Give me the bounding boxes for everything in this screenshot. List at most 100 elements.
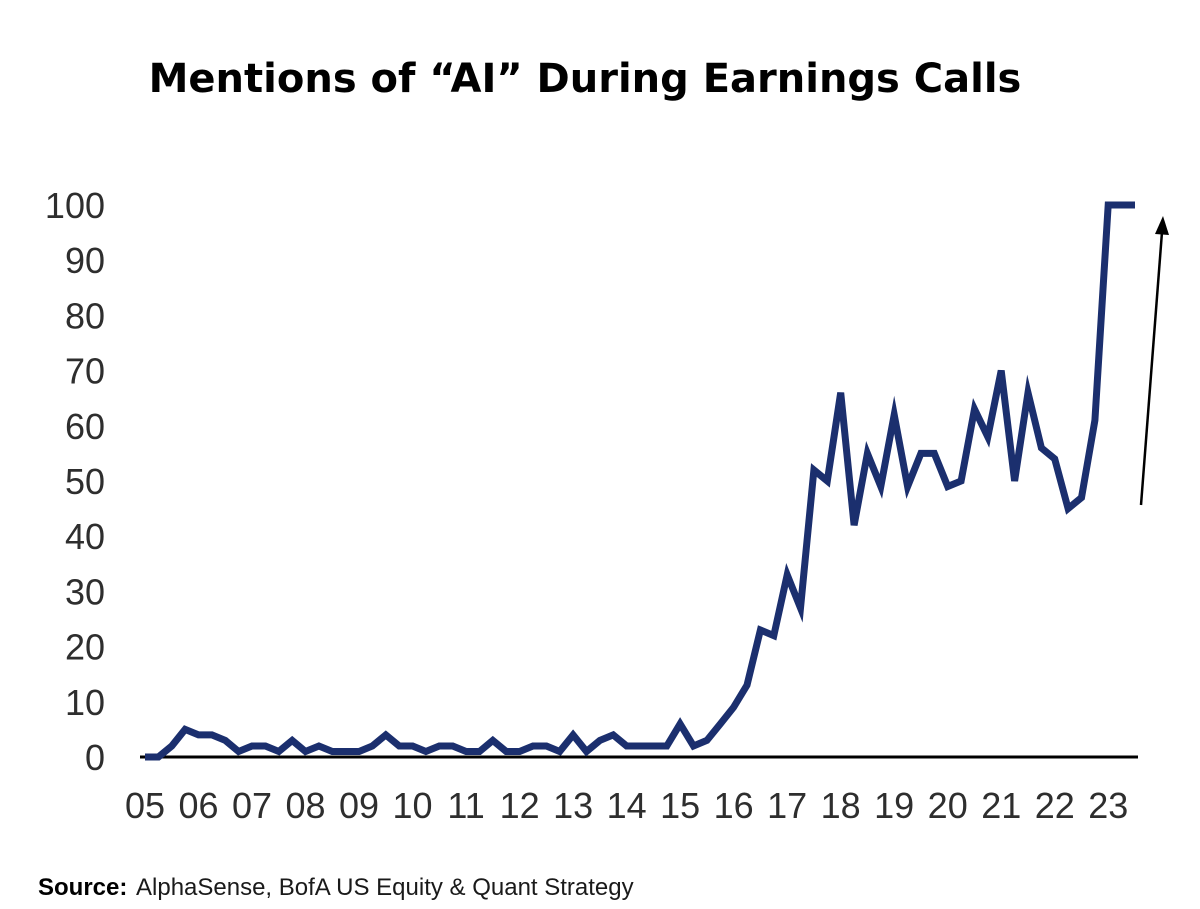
data-point: [329, 748, 336, 755]
y-tick-label: 90: [65, 240, 105, 281]
data-point: [476, 748, 483, 755]
source-label: Source:: [38, 874, 127, 901]
y-tick-label: 40: [65, 516, 105, 557]
x-tick-label: 22: [1035, 785, 1075, 826]
data-point: [730, 704, 737, 711]
x-tick-label: 14: [607, 785, 647, 826]
x-tick-label: 06: [178, 785, 218, 826]
data-point: [637, 742, 644, 749]
data-point: [409, 742, 416, 749]
data-point: [195, 731, 202, 738]
data-point: [342, 748, 349, 755]
x-tick-label: 09: [339, 785, 379, 826]
x-tick-label: 16: [714, 785, 754, 826]
data-point: [275, 748, 282, 755]
y-tick-label: 0: [85, 737, 105, 778]
data-point: [971, 406, 978, 413]
source-note: Source: AlphaSense, BofA US Equity & Qua…: [38, 874, 634, 901]
data-point: [142, 754, 149, 761]
data-point: [155, 754, 162, 761]
data-point: [810, 466, 817, 473]
up-arrow-annotation: [1139, 216, 1169, 506]
y-tick-label: 30: [65, 571, 105, 612]
x-tick-label: 18: [821, 785, 861, 826]
data-point: [891, 411, 898, 418]
data-point: [877, 483, 884, 490]
data-point: [1078, 494, 1085, 501]
data-point: [302, 748, 309, 755]
data-point: [289, 737, 296, 744]
data-point: [958, 478, 965, 485]
arrow-head: [1155, 216, 1169, 235]
x-tick-label: 15: [660, 785, 700, 826]
data-points: [142, 202, 1139, 761]
data-point: [382, 731, 389, 738]
data-point: [249, 742, 256, 749]
data-point: [757, 627, 764, 634]
x-tick-label: 08: [286, 785, 326, 826]
data-point: [396, 742, 403, 749]
data-point: [583, 748, 590, 755]
y-tick-label: 60: [65, 406, 105, 447]
data-point: [182, 726, 189, 733]
data-point: [436, 742, 443, 749]
x-tick-label: 10: [393, 785, 433, 826]
data-point: [1011, 478, 1018, 485]
data-point: [516, 748, 523, 755]
data-point: [610, 731, 617, 738]
data-point: [369, 742, 376, 749]
data-point: [422, 748, 429, 755]
data-point: [797, 604, 804, 611]
data-point: [463, 748, 470, 755]
data-point: [623, 742, 630, 749]
data-point: [770, 632, 777, 639]
data-point: [744, 682, 751, 689]
data-point: [650, 742, 657, 749]
x-tick-label: 21: [981, 785, 1021, 826]
data-point: [489, 737, 496, 744]
x-tick-label: 17: [767, 785, 807, 826]
data-point: [663, 742, 670, 749]
y-tick-label: 80: [65, 295, 105, 336]
chart-title: Mentions of “AI” During Earnings Calls: [149, 56, 1022, 102]
data-point: [864, 450, 871, 457]
x-tick-label: 05: [125, 785, 165, 826]
data-point: [1105, 202, 1112, 209]
x-axis-tick-labels: 05 06 07 08 09 10 11 12 13 14 15 16 17 18 19 20 21 22 23: [125, 785, 1128, 826]
data-point: [690, 742, 697, 749]
data-point: [931, 450, 938, 457]
y-tick-label: 50: [65, 461, 105, 502]
data-point: [851, 522, 858, 529]
data-point: [570, 731, 577, 738]
data-point: [837, 389, 844, 396]
y-tick-label: 100: [45, 185, 105, 226]
x-tick-label: 12: [500, 785, 540, 826]
data-point: [944, 483, 951, 490]
x-tick-label: 19: [874, 785, 914, 826]
data-point: [717, 720, 724, 727]
data-point: [784, 571, 791, 578]
data-point: [208, 731, 215, 738]
data-point: [168, 742, 175, 749]
arrow-shaft: [1139, 231, 1164, 506]
data-point: [703, 737, 710, 744]
series-line: [145, 201, 1135, 761]
x-tick-label: 20: [928, 785, 968, 826]
data-point: [262, 742, 269, 749]
y-tick-label: 70: [65, 351, 105, 392]
data-point: [677, 720, 684, 727]
data-point: [1065, 505, 1072, 512]
data-point: [984, 433, 991, 440]
data-point: [235, 748, 242, 755]
data-point: [904, 483, 911, 490]
x-tick-label: 11: [447, 785, 484, 826]
data-point: [1091, 417, 1098, 424]
data-point: [356, 748, 363, 755]
data-point: [824, 478, 831, 485]
y-tick-label: 10: [65, 682, 105, 723]
data-point: [529, 742, 536, 749]
data-point: [449, 742, 456, 749]
data-point: [543, 742, 550, 749]
